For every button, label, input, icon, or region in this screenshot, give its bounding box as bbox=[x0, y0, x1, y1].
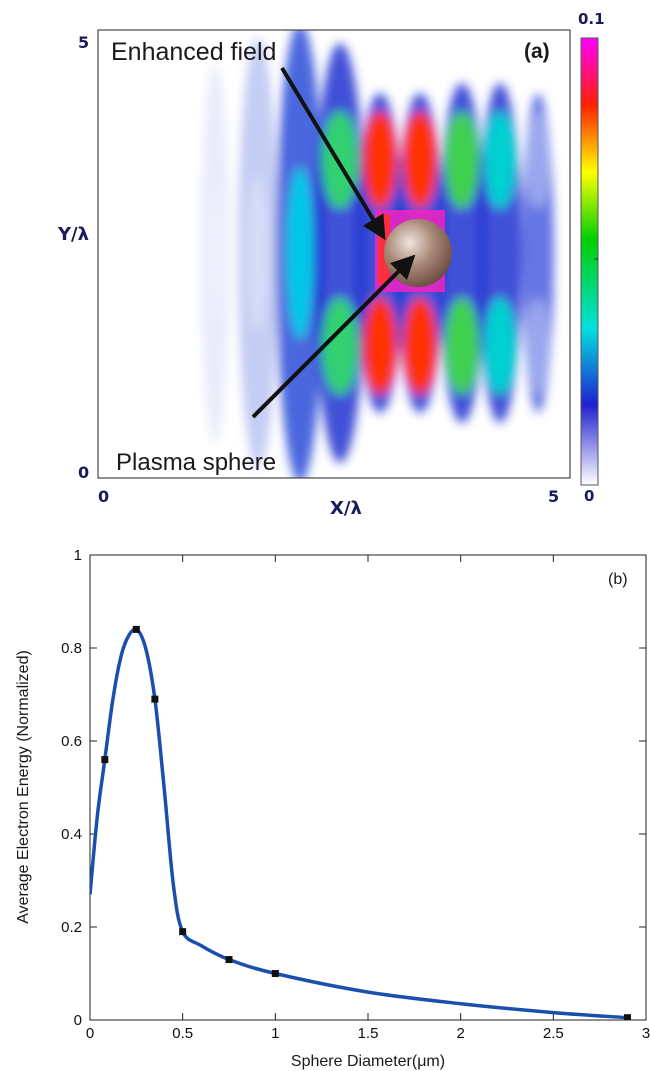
x-tick-left: 0 bbox=[98, 487, 109, 506]
x-tick-label: 3 bbox=[642, 1025, 650, 1042]
y-tick-label: 0.6 bbox=[61, 733, 82, 750]
y-tick-label: 0.2 bbox=[61, 919, 82, 936]
y-tick-label: 1 bbox=[74, 547, 82, 564]
arrow-plasma-sphere bbox=[251, 254, 416, 419]
y-axis-label-a: Y/λ bbox=[57, 224, 89, 245]
x-tick-label: 1 bbox=[271, 1025, 279, 1042]
data-markers bbox=[101, 625, 631, 1020]
y-axis-label-b: Average Electron Energy (Normalized) bbox=[15, 650, 32, 924]
annotation-plasma-sphere: Plasma sphere bbox=[116, 449, 276, 476]
arrow-enhanced-field bbox=[280, 66, 386, 241]
y-tick-top: 5 bbox=[78, 33, 89, 52]
data-point bbox=[179, 928, 187, 936]
data-point bbox=[225, 956, 233, 964]
data-point bbox=[132, 625, 140, 633]
x-tick-label: 2.5 bbox=[543, 1025, 564, 1042]
data-point bbox=[271, 970, 279, 977]
panel-b: 0 0.5 1 1.5 2 2.5 3 0 0.2 0.4 0.6 0.8 1 (b) Sphere … bbox=[15, 547, 650, 1070]
colorbar-min-label: 0 bbox=[584, 487, 594, 505]
field-pattern bbox=[201, 30, 554, 478]
x-axis-label-a: X/λ bbox=[330, 498, 362, 519]
x-ticks: 0 0.5 1 1.5 2 2.5 3 bbox=[86, 555, 650, 1042]
series-line bbox=[90, 627, 628, 1020]
y-tick-label: 0.4 bbox=[61, 826, 82, 843]
plot-frame bbox=[89, 554, 647, 1021]
data-point bbox=[101, 756, 109, 764]
panel-b-label: (b) bbox=[608, 571, 628, 588]
y-tick-bottom: 0 bbox=[78, 463, 89, 482]
x-axis-label-b: Sphere Diameter(μm) bbox=[291, 1053, 445, 1070]
annotation-enhanced-field: Enhanced field bbox=[111, 38, 276, 66]
data-point bbox=[623, 1014, 631, 1020]
y-tick-label: 0 bbox=[74, 1012, 82, 1029]
y-ticks: 0 0.2 0.4 0.6 0.8 1 bbox=[61, 547, 646, 1029]
colorbar-max-label: 0.1 bbox=[578, 10, 605, 28]
panel-a-label: (a) bbox=[524, 40, 550, 63]
x-tick-label: 0 bbox=[86, 1025, 94, 1042]
x-tick-label: 2 bbox=[456, 1025, 464, 1042]
heatmap-frame bbox=[97, 29, 571, 479]
y-tick-label: 0.8 bbox=[61, 640, 82, 657]
x-tick-right: 5 bbox=[548, 487, 559, 506]
data-point bbox=[151, 695, 159, 703]
x-tick-label: 1.5 bbox=[358, 1025, 379, 1042]
x-tick-label: 0.5 bbox=[172, 1025, 193, 1042]
panel-a: Enhanced field Plasma sphere (a) 5 0 0 5… bbox=[57, 10, 605, 519]
colorbar bbox=[580, 37, 599, 486]
